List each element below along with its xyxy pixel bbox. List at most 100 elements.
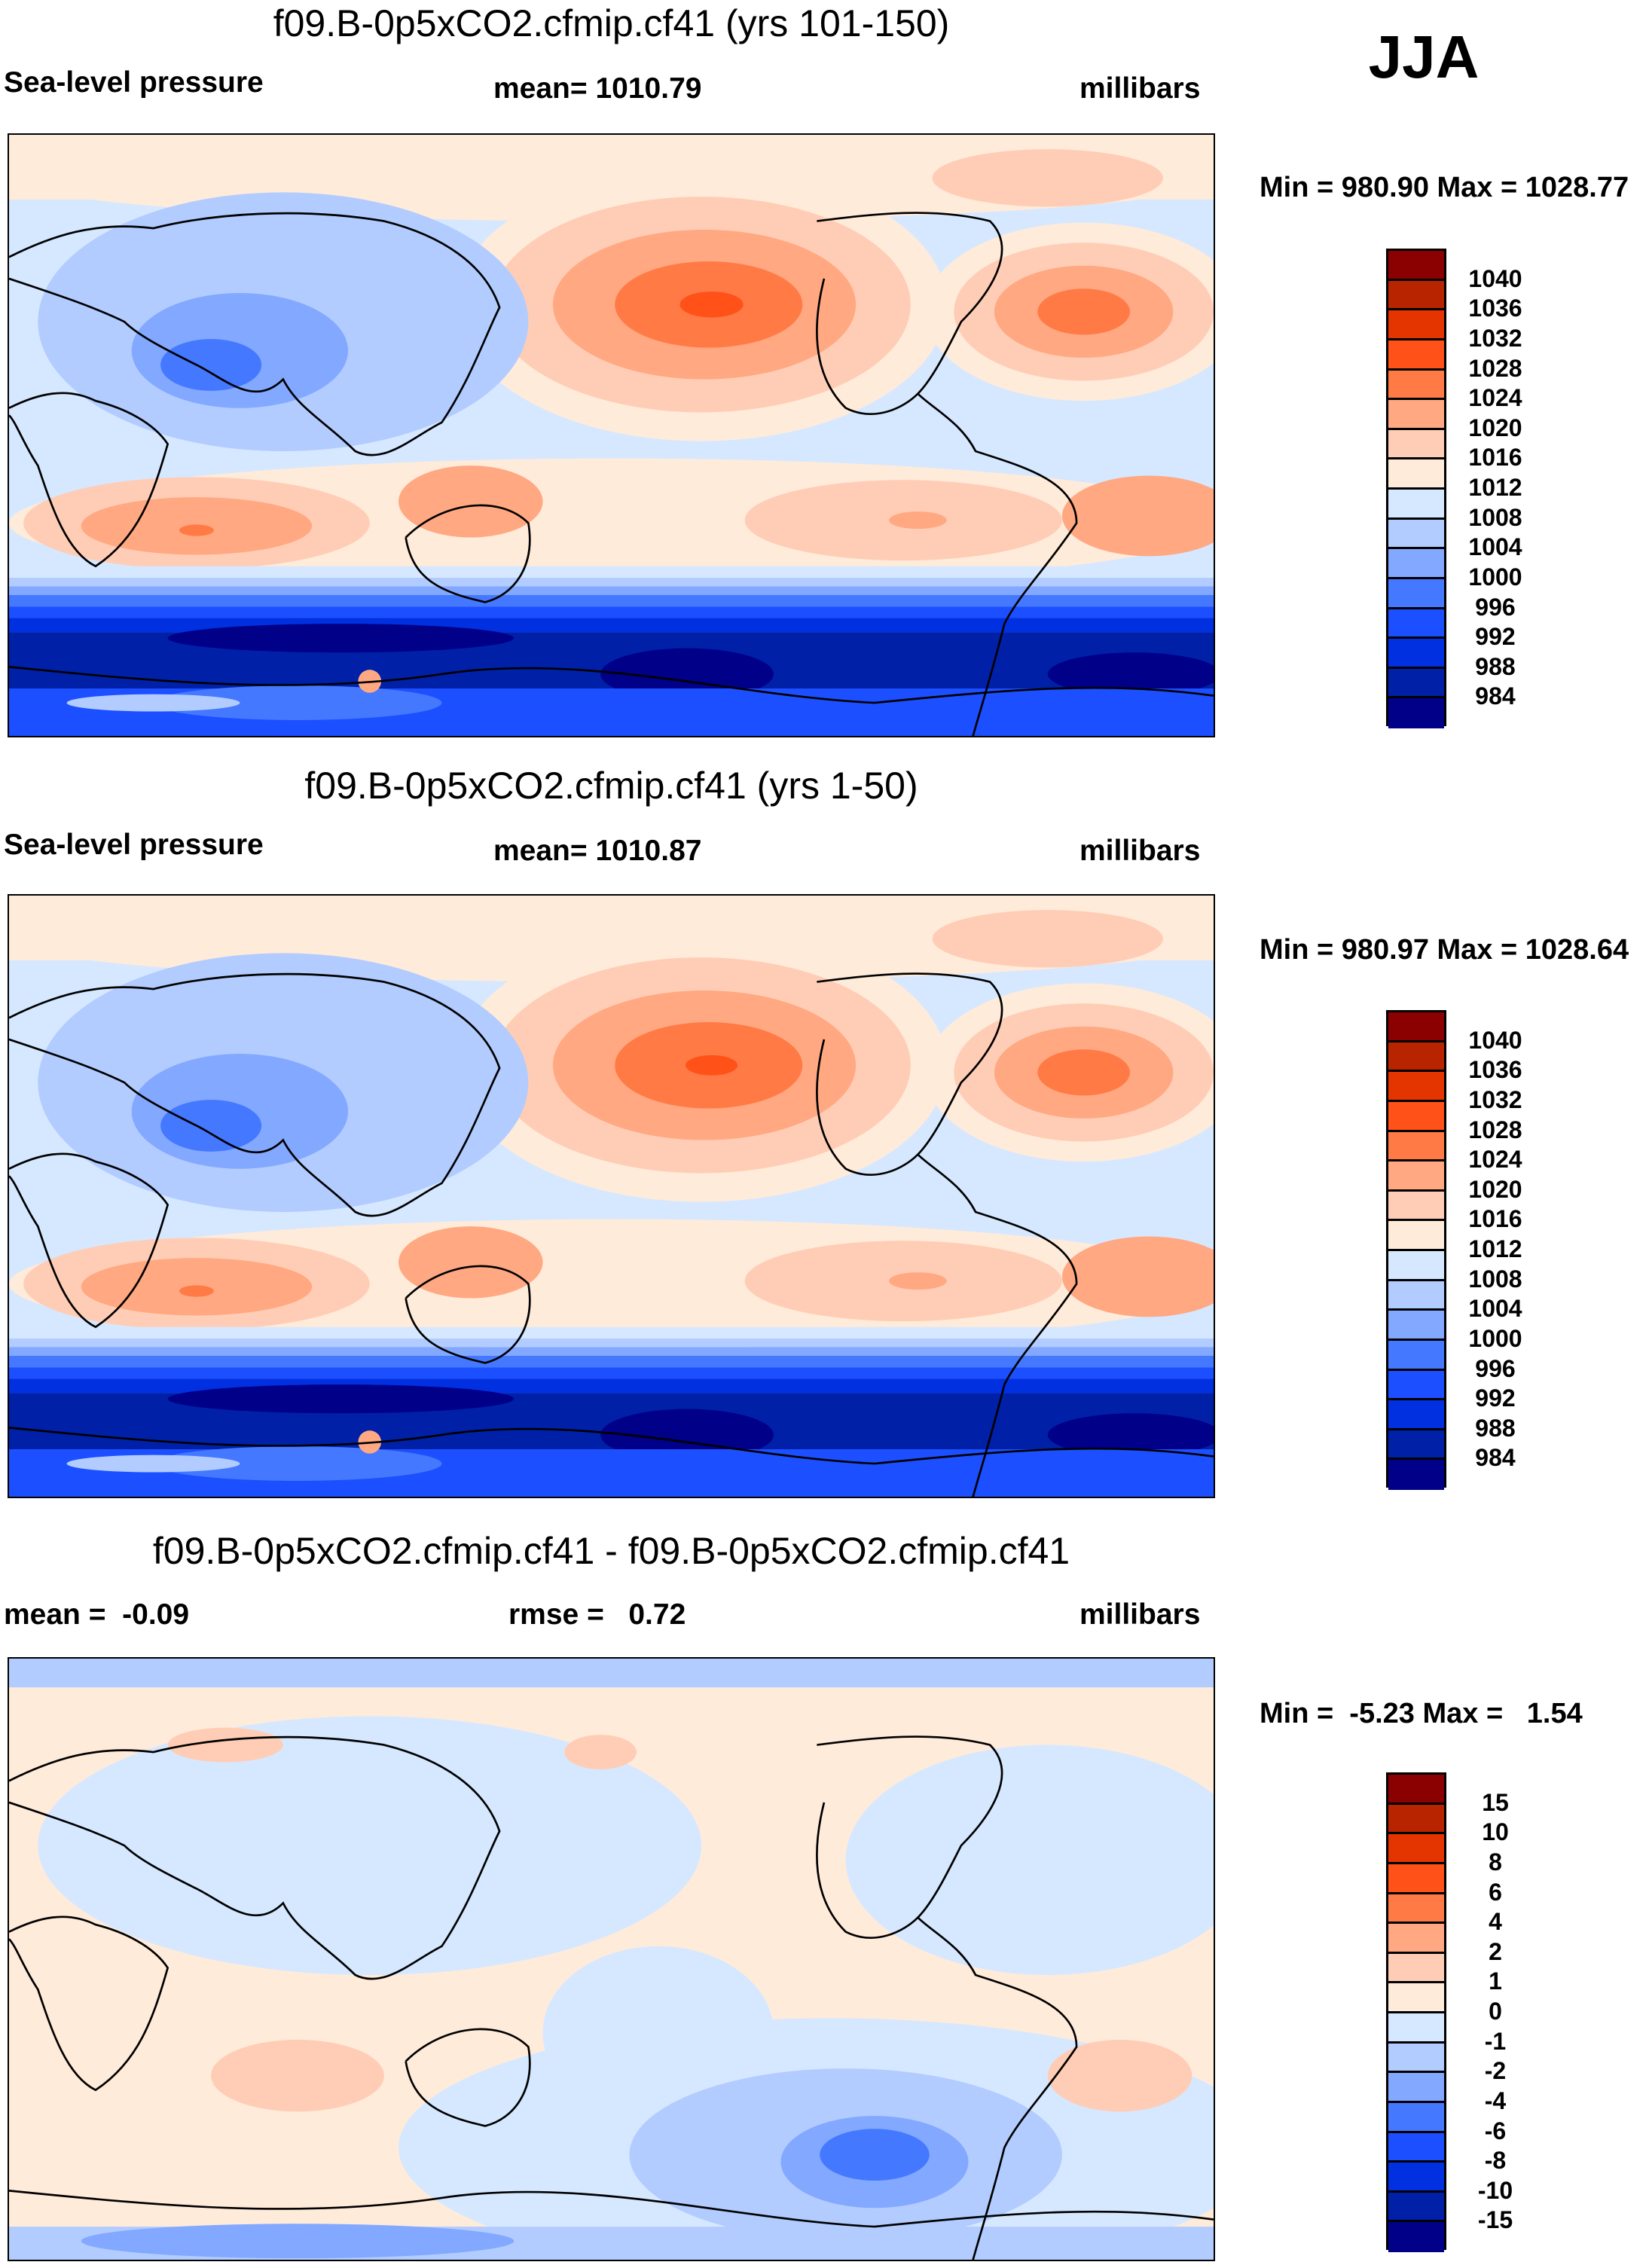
contour-region [399, 1226, 543, 1299]
contour-band [9, 1339, 1214, 1348]
colorbar-swatch [1388, 490, 1444, 520]
colorbar-swatch [1388, 668, 1444, 699]
colorbar-swatch [1388, 2013, 1444, 2044]
contour-region [81, 2224, 515, 2259]
colorbar-label: 1008 [1468, 503, 1522, 531]
panel-3-units: millibars [1079, 1598, 1201, 1631]
coastline [817, 212, 1078, 736]
colorbar-label: 996 [1475, 1354, 1516, 1382]
coastline [9, 212, 501, 456]
colorbar-label: 996 [1475, 593, 1516, 621]
panel-2-mean: mean= 1010.87 [493, 835, 702, 867]
colorbar-label: 984 [1475, 1444, 1516, 1472]
contour-region [1037, 288, 1130, 335]
panel-2-units: millibars [1079, 835, 1201, 867]
coastline [405, 2028, 531, 2127]
contour-region [679, 292, 744, 318]
colorbar-label: 1008 [1468, 1265, 1522, 1293]
colorbar-label: 2 [1489, 1937, 1502, 1965]
colorbar-label: 15 [1482, 1788, 1509, 1816]
contour-region [153, 685, 442, 720]
colorbar-swatch [1388, 1340, 1444, 1371]
colorbar-label: -1 [1484, 2027, 1507, 2055]
colorbar-label: 992 [1475, 1384, 1516, 1412]
colorbar-swatch [1388, 370, 1444, 401]
colorbar-swatch [1388, 1924, 1444, 1954]
colorbar-label: 992 [1475, 623, 1516, 651]
panel-1-variable: Sea-level pressure [4, 66, 264, 99]
colorbar-swatch [1388, 1131, 1444, 1162]
colorbar-swatch [1388, 1072, 1444, 1102]
colorbar-label: 1000 [1468, 1324, 1522, 1352]
colorbar-label: 1032 [1468, 1085, 1522, 1113]
colorbar-label: 1040 [1468, 1026, 1522, 1054]
contour-region [1061, 1236, 1214, 1317]
colorbar-label: 1028 [1468, 1116, 1522, 1143]
panel-2-variable: Sea-level pressure [4, 829, 264, 861]
colorbar-swatch [1388, 1161, 1444, 1192]
contour-band [9, 618, 1214, 633]
coastline [9, 2190, 1214, 2228]
colorbar-label: -4 [1484, 2086, 1507, 2114]
colorbar-swatch [1388, 698, 1444, 728]
contour-region [167, 624, 515, 653]
panel-1-title: f09.B-0p5xCO2.cfmip.cf41 (yrs 101-150) [273, 2, 950, 44]
panel-2-minmax: Min = 980.97 Max = 1028.64 [1260, 934, 1629, 966]
colorbar-label: 984 [1475, 682, 1516, 710]
contour-region [845, 1744, 1214, 1975]
colorbar-swatch [1388, 2163, 1444, 2193]
colorbar-swatch [1388, 519, 1444, 550]
colorbar-swatch [1388, 1864, 1444, 1894]
colorbar-swatch [1388, 2192, 1444, 2223]
colorbar-swatch [1388, 1834, 1444, 1864]
panel-3-mean: mean = -0.09 [4, 1598, 190, 1631]
panel-2-title: f09.B-0p5xCO2.cfmip.cf41 (yrs 1-50) [304, 765, 918, 807]
contour-band [9, 1347, 1214, 1356]
colorbar-label: -15 [1477, 2206, 1513, 2234]
season-label: JJA [1368, 23, 1480, 90]
colorbar-label: 1000 [1468, 563, 1522, 591]
contour-band [9, 586, 1214, 595]
coastline [816, 1039, 919, 1176]
colorbar-swatch [1388, 1804, 1444, 1835]
contour-band [9, 1326, 1214, 1339]
colorbar-swatch [1388, 2132, 1444, 2163]
colorbar-swatch [1388, 429, 1444, 460]
colorbar-swatch [1388, 1953, 1444, 1984]
panel-1-units: millibars [1079, 72, 1201, 105]
colorbar-label: 988 [1475, 1414, 1516, 1442]
colorbar-label: 1036 [1468, 1056, 1522, 1084]
coastline [9, 972, 501, 1217]
contour-region [399, 466, 543, 538]
colorbar-swatch [1388, 251, 1444, 281]
colorbar-label: -10 [1477, 2176, 1513, 2204]
contour-region [167, 1384, 515, 1414]
colorbar-label: 1012 [1468, 474, 1522, 501]
contour-region [820, 2129, 930, 2181]
colorbar-swatch [1388, 1221, 1444, 1251]
colorbar-swatch [1388, 1370, 1444, 1401]
contour-region [179, 1285, 214, 1297]
contour-region [686, 1055, 738, 1076]
contour-region [1037, 1049, 1130, 1096]
contour-region [1047, 652, 1214, 696]
contour-band [9, 1367, 1214, 1379]
contour-band [9, 1355, 1214, 1368]
colorbar-swatch [1388, 2102, 1444, 2133]
contour-region [38, 1716, 702, 1975]
contour-band [9, 1378, 1214, 1393]
contour-band [9, 606, 1214, 618]
colorbar-label: 1024 [1468, 384, 1522, 412]
panel-3-rmse: rmse = 0.72 [508, 1598, 686, 1631]
colorbar-swatch [1388, 1101, 1444, 1132]
colorbar-label: 1036 [1468, 295, 1522, 322]
colorbar-swatch [1388, 609, 1444, 639]
colorbar-swatch [1388, 310, 1444, 340]
colorbar-swatch [1388, 549, 1444, 579]
panel-3-minmax: Min = -5.23 Max = 1.54 [1260, 1698, 1583, 1729]
panel-3-colorbar [1386, 1772, 1446, 2252]
contour-region [66, 694, 240, 712]
contour-region [179, 524, 214, 536]
colorbar-label: 1016 [1468, 1205, 1522, 1233]
map-canvas [9, 135, 1214, 736]
